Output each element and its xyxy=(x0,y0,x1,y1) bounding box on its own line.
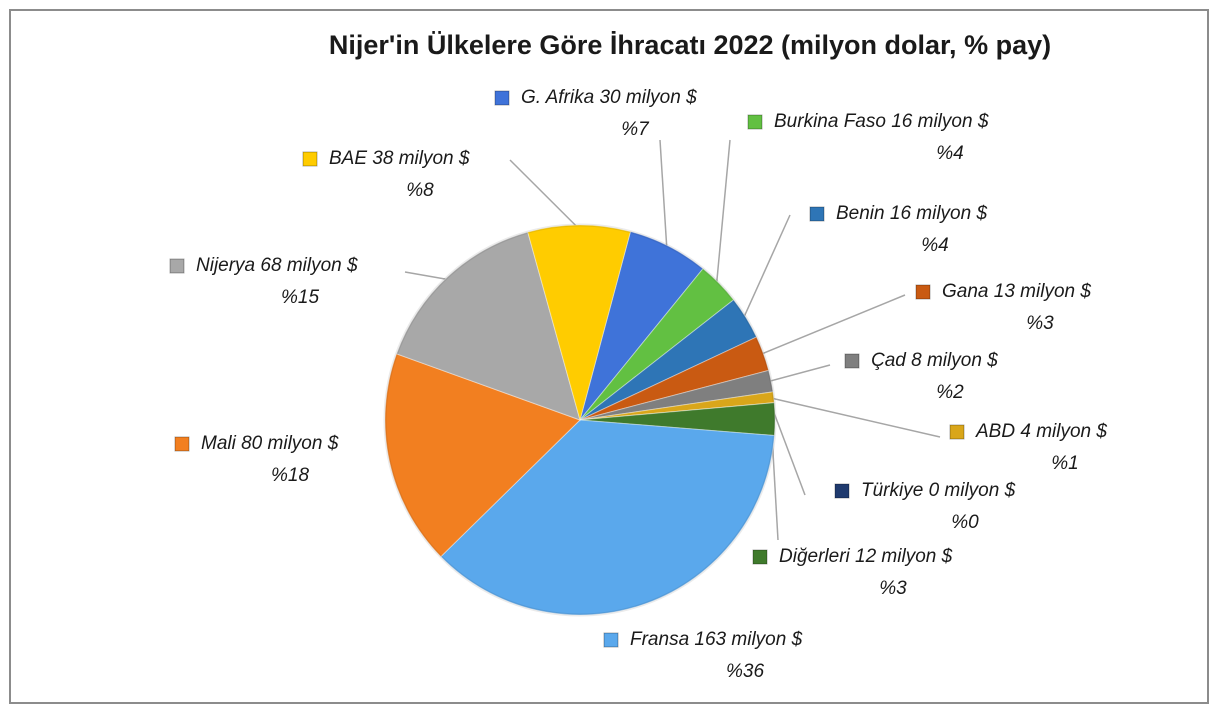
slice-label: Benin 16 milyon $ xyxy=(836,203,987,224)
percent-label: %2 xyxy=(936,382,964,403)
slice-label: Mali 80 milyon $ xyxy=(201,433,339,454)
pie-slice xyxy=(579,402,776,437)
slice-label: Burkina Faso 16 milyon $ xyxy=(774,111,989,132)
leader-line xyxy=(509,159,580,230)
pie-slice xyxy=(579,391,775,421)
percent-label: %4 xyxy=(921,235,948,256)
percent-label: %8 xyxy=(406,180,434,201)
slice-label: Diğerleri 12 milyon $ xyxy=(779,546,953,567)
leader-line xyxy=(759,294,906,356)
pie-slice xyxy=(395,231,581,421)
slice-label: Çad 8 milyon $ xyxy=(871,350,998,371)
pie-slice xyxy=(527,224,632,422)
pie-slice xyxy=(579,267,735,421)
leader-line xyxy=(769,402,806,496)
percent-label: %1 xyxy=(1051,453,1078,474)
chart-title: Nijer'in Ülkelere Göre İhracatı 2022 (mi… xyxy=(329,30,1051,60)
percent-label: %7 xyxy=(621,119,650,140)
leader-line xyxy=(715,139,731,287)
pie-slice xyxy=(384,353,581,558)
legend-swatch xyxy=(302,151,318,167)
pie-slice xyxy=(440,419,775,616)
legend-swatch xyxy=(949,424,965,440)
leader-line xyxy=(767,364,831,383)
legend-swatch xyxy=(174,436,190,452)
legend-swatch xyxy=(844,353,860,369)
slice-label: ABD 4 milyon $ xyxy=(975,421,1107,442)
legend-swatch xyxy=(494,90,510,106)
legend-swatch xyxy=(809,206,825,222)
leader-line xyxy=(659,139,668,250)
pie-slice xyxy=(579,336,770,421)
slice-label: Fransa 163 milyon $ xyxy=(630,629,803,650)
pie-slice xyxy=(579,299,758,421)
percent-label: %3 xyxy=(879,578,907,599)
legend-swatch xyxy=(752,549,768,565)
pie-shade xyxy=(383,223,777,617)
leader-line xyxy=(404,271,451,281)
slice-label: BAE 38 milyon $ xyxy=(329,148,470,169)
slice-label: G. Afrika 30 milyon $ xyxy=(521,87,697,108)
percent-label: %3 xyxy=(1026,313,1054,334)
pie-slice xyxy=(579,231,704,421)
percent-label: %15 xyxy=(281,287,319,308)
legend-swatch xyxy=(169,258,185,274)
percent-label: %0 xyxy=(951,512,979,533)
percent-label: %4 xyxy=(936,143,963,164)
legend-swatch xyxy=(915,284,931,300)
legend-swatch xyxy=(747,114,763,130)
percent-label: %18 xyxy=(271,465,309,486)
slice-label: Gana 13 milyon $ xyxy=(942,281,1091,302)
slice-label: Türkiye 0 milyon $ xyxy=(861,480,1016,501)
legend-swatch xyxy=(603,632,619,648)
leader-line xyxy=(742,214,791,321)
pie-slice xyxy=(579,369,774,421)
leader-line xyxy=(769,396,941,438)
slice-label: Nijerya 68 milyon $ xyxy=(196,255,358,276)
percent-label: %36 xyxy=(726,661,764,682)
legend-swatch xyxy=(834,483,850,499)
